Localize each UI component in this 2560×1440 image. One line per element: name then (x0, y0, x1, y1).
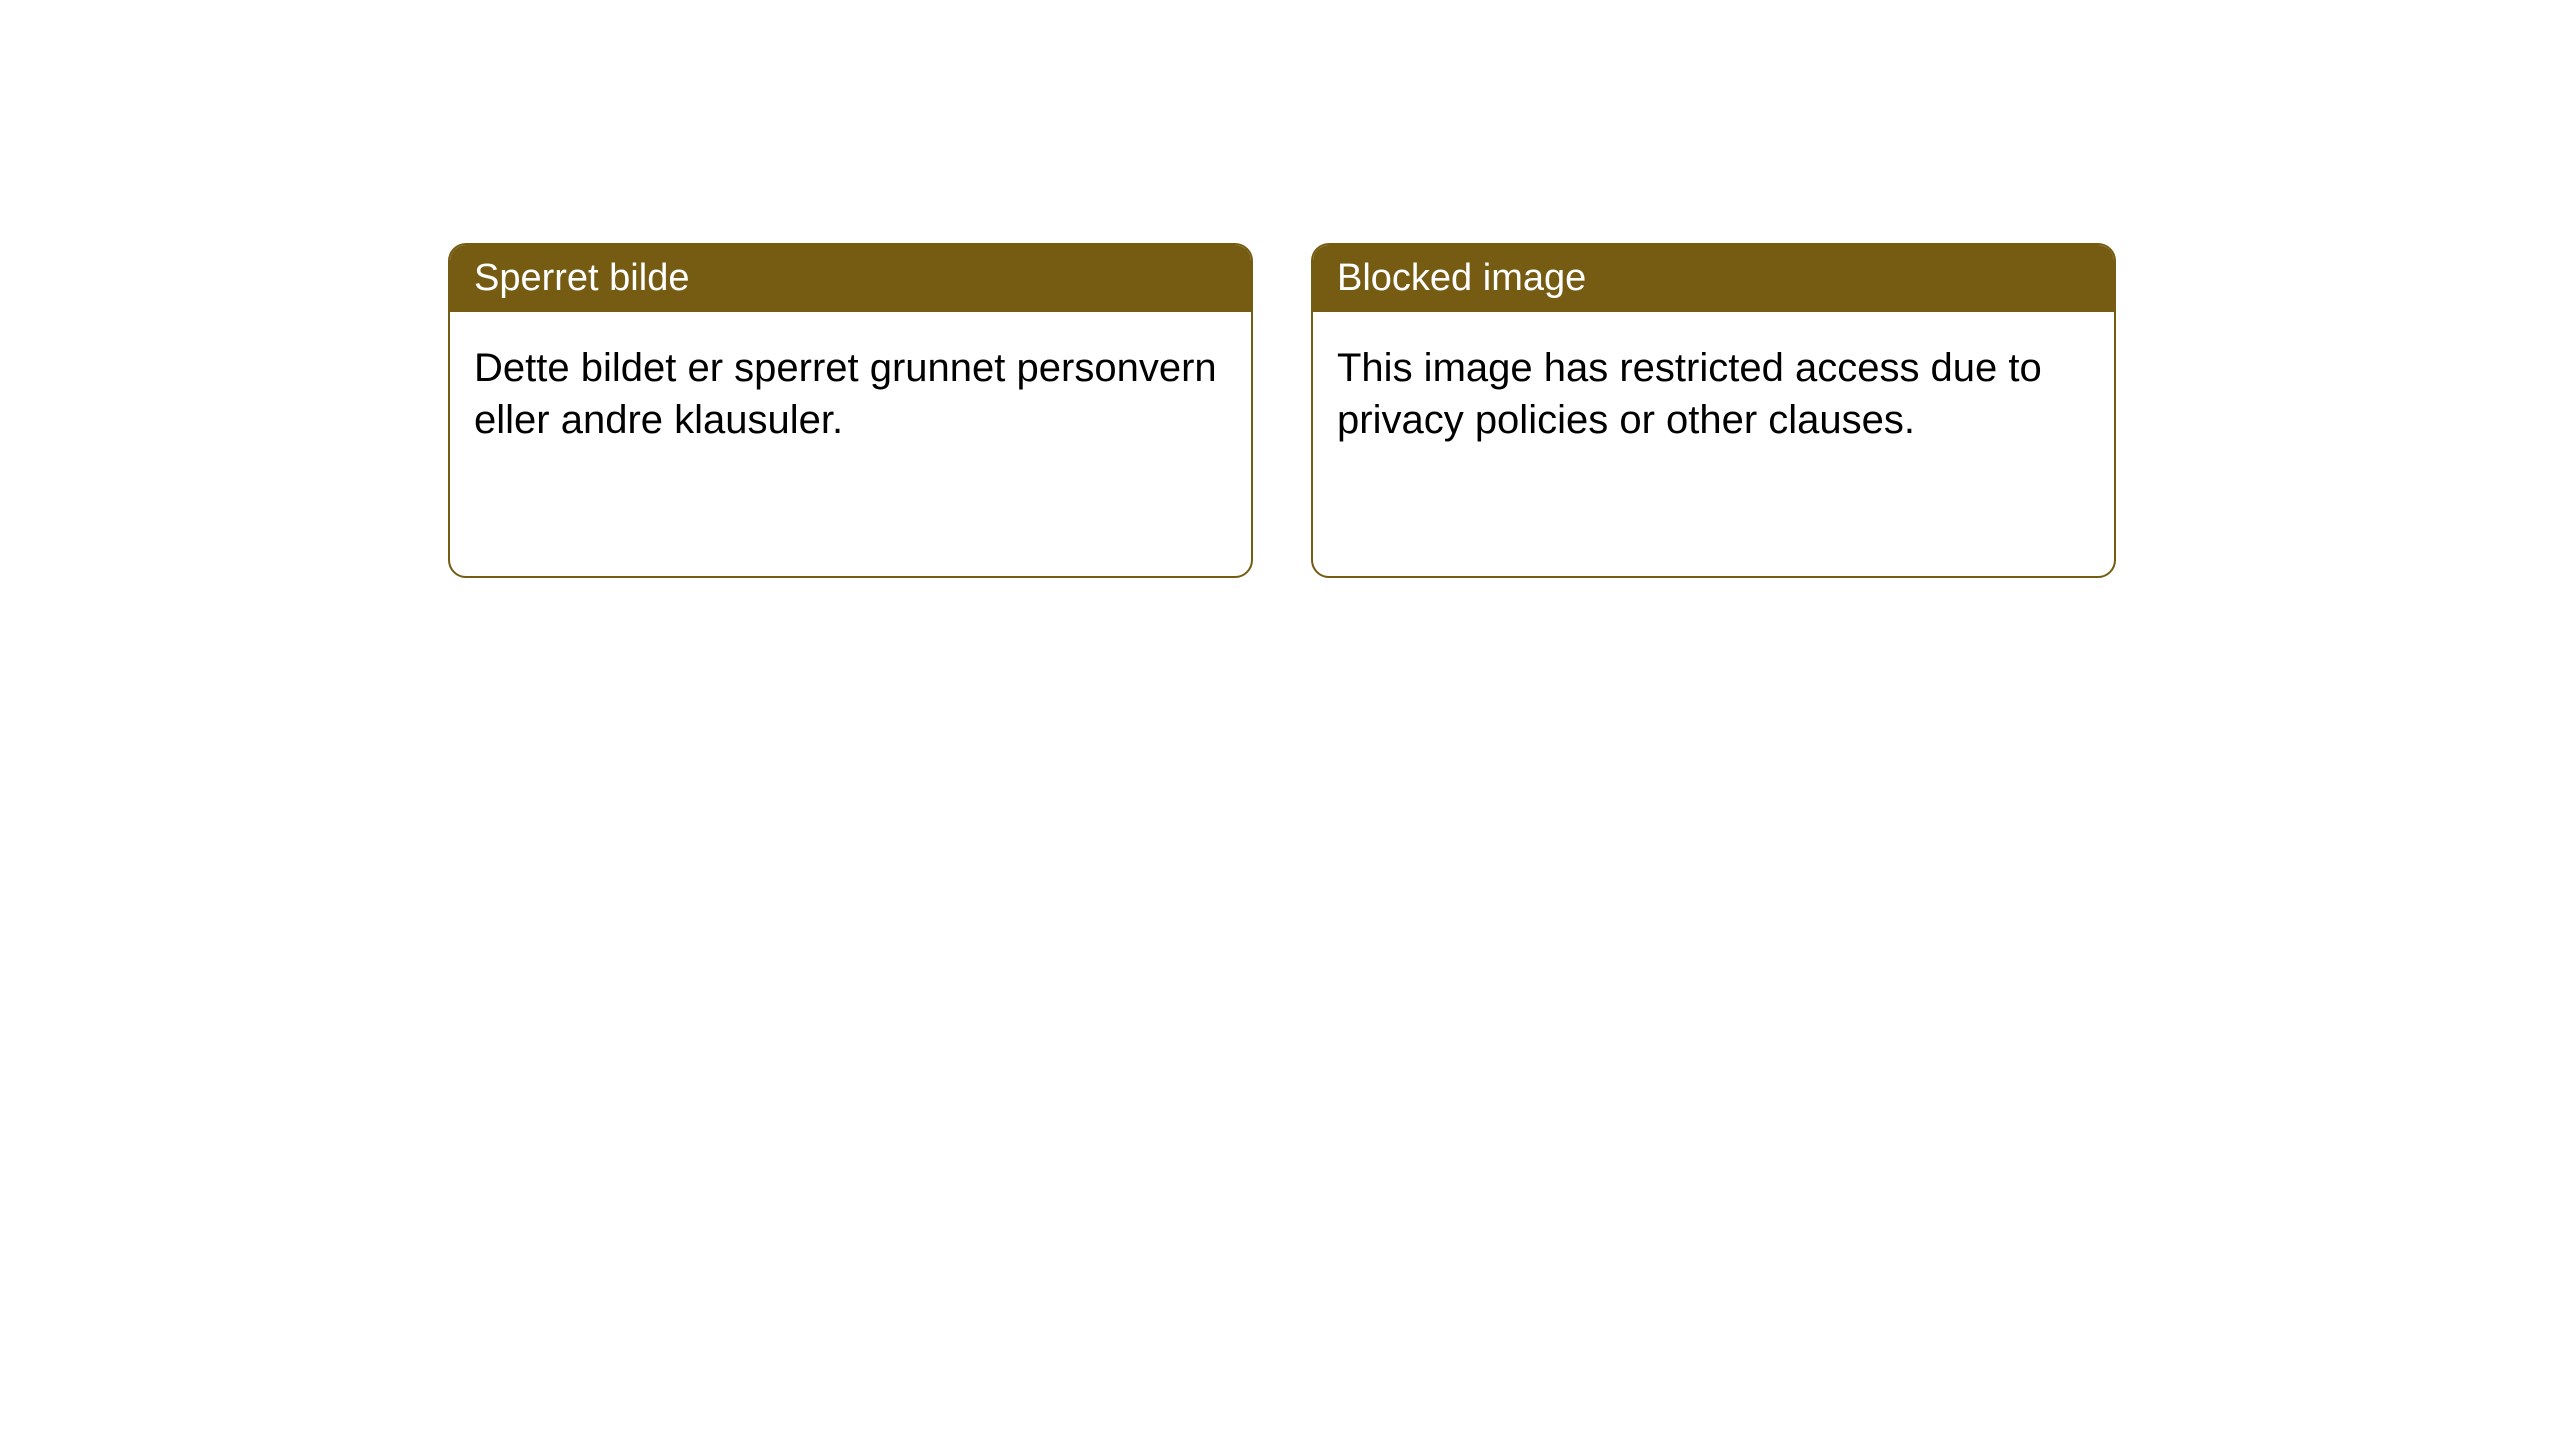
notice-container: Sperret bilde Dette bildet er sperret gr… (448, 243, 2116, 578)
notice-box-english: Blocked image This image has restricted … (1311, 243, 2116, 578)
notice-header: Blocked image (1313, 245, 2114, 312)
notice-body: This image has restricted access due to … (1313, 312, 2114, 476)
notice-body-text: This image has restricted access due to … (1337, 346, 2042, 442)
notice-body: Dette bildet er sperret grunnet personve… (450, 312, 1251, 476)
notice-body-text: Dette bildet er sperret grunnet personve… (474, 346, 1217, 442)
notice-title: Sperret bilde (474, 257, 689, 299)
notice-header: Sperret bilde (450, 245, 1251, 312)
notice-title: Blocked image (1337, 257, 1586, 299)
notice-box-norwegian: Sperret bilde Dette bildet er sperret gr… (448, 243, 1253, 578)
